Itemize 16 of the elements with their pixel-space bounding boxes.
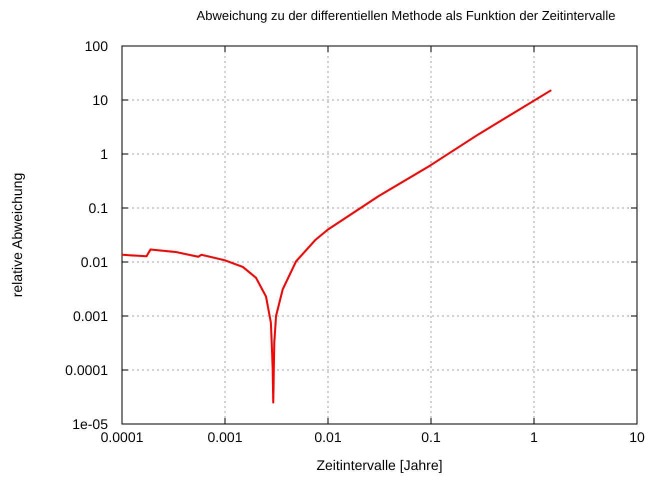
x-tick-label: 0.001: [207, 429, 243, 445]
y-tick-label: 0.01: [80, 254, 108, 270]
y-tick-label: 0.1: [88, 200, 108, 216]
x-tick-label: 1: [530, 429, 538, 445]
y-tick-label: 100: [84, 38, 108, 54]
y-tick-label: 10: [92, 92, 108, 108]
y-tick-label: 0.0001: [65, 362, 108, 378]
x-tick-label: 10: [629, 429, 645, 445]
y-tick-label: 1: [100, 146, 108, 162]
y-tick-label: 0.001: [72, 308, 108, 324]
y-tick-label: 1e-05: [72, 416, 108, 432]
x-tick-label: 0.1: [421, 429, 441, 445]
chart-title: Abweichung zu der differentiellen Methode als Funktion der Zeitintervalle: [196, 8, 616, 23]
y-axis-title: relative Abweichung: [9, 172, 25, 298]
x-axis-title: Zeitintervalle [Jahre]: [316, 457, 443, 473]
x-tick-label: 0.01: [314, 429, 342, 445]
